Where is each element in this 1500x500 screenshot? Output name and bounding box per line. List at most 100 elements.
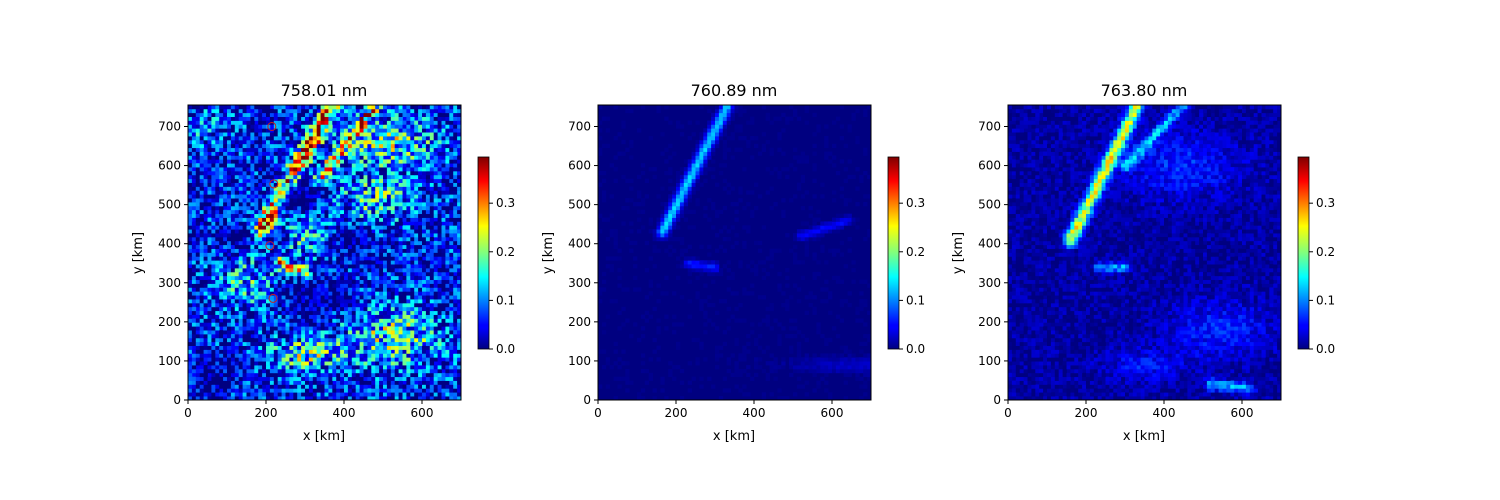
heatmap-cell xyxy=(418,124,423,129)
heatmap-cell xyxy=(203,306,208,312)
heatmap-cell xyxy=(422,372,427,378)
heatmap-cell xyxy=(273,225,279,230)
heatmap-cell xyxy=(449,205,454,211)
heatmap-cell xyxy=(457,295,462,300)
heatmap-cell xyxy=(406,120,411,125)
heatmap-cell xyxy=(457,240,462,246)
heatmap-cell xyxy=(289,124,294,129)
heatmap-cell xyxy=(227,302,232,308)
heatmap-cell xyxy=(410,198,415,203)
heatmap-cell xyxy=(320,205,325,211)
heatmap-cell xyxy=(320,279,325,284)
heatmap-cell xyxy=(449,194,454,199)
heatmap-cell xyxy=(195,330,201,335)
heatmap-cell xyxy=(359,345,364,350)
heatmap-cell xyxy=(320,322,325,327)
heatmap-cell xyxy=(269,205,275,211)
heatmap-cell xyxy=(211,345,216,350)
heatmap-cell xyxy=(215,236,220,242)
heatmap-cell xyxy=(351,213,357,218)
heatmap-cell xyxy=(425,330,431,335)
heatmap-cell xyxy=(336,357,341,362)
heatmap-cell xyxy=(398,268,403,273)
heatmap-cell xyxy=(227,353,232,358)
heatmap-cell xyxy=(355,136,360,141)
heatmap-cell xyxy=(234,310,240,315)
heatmap-cell xyxy=(277,159,282,164)
heatmap-cell xyxy=(320,198,325,203)
heatmap-cell xyxy=(262,120,267,125)
heatmap-cell xyxy=(285,248,290,253)
heatmap-cell xyxy=(312,116,318,121)
heatmap-cell xyxy=(406,128,411,133)
heatmap-cell xyxy=(379,353,384,358)
heatmap-cell xyxy=(234,240,240,246)
heatmap-cell xyxy=(344,357,349,362)
heatmap-cell xyxy=(437,112,442,117)
heatmap-cell xyxy=(238,170,243,176)
heatmap-cell xyxy=(308,318,314,323)
heatmap-cell xyxy=(269,283,275,288)
heatmap-cell xyxy=(351,198,357,203)
heatmap-cell xyxy=(453,299,458,304)
heatmap-cell xyxy=(188,368,193,374)
heatmap-cell xyxy=(332,299,337,304)
heatmap-cell xyxy=(418,396,423,401)
heatmap-cell xyxy=(273,314,279,319)
heatmap-cell xyxy=(254,221,259,226)
heatmap-cell xyxy=(336,136,341,141)
heatmap-cell xyxy=(227,275,232,281)
heatmap-cell xyxy=(266,330,271,335)
heatmap-cell xyxy=(285,279,290,284)
heatmap-cell xyxy=(266,136,271,141)
heatmap-cell xyxy=(449,202,454,207)
heatmap-cell xyxy=(449,322,454,327)
heatmap-cell xyxy=(410,368,415,374)
heatmap-cell xyxy=(234,229,240,234)
heatmap-cell xyxy=(195,372,201,378)
heatmap-cell xyxy=(398,174,403,180)
heatmap-cell xyxy=(195,120,201,125)
heatmap-cell xyxy=(383,198,388,203)
heatmap-cell xyxy=(414,174,419,180)
heatmap-cell xyxy=(188,124,193,129)
heatmap-cell xyxy=(422,128,427,133)
heatmap-cell xyxy=(219,233,224,238)
heatmap-cell xyxy=(336,279,341,284)
heatmap-cell xyxy=(340,291,345,296)
heatmap-cell xyxy=(422,240,427,246)
heatmap-cell xyxy=(266,384,271,389)
heatmap-cell xyxy=(273,155,279,160)
heatmap-cell xyxy=(266,233,271,238)
heatmap-cell xyxy=(340,322,345,327)
heatmap-cell xyxy=(266,225,271,230)
heatmap-cell xyxy=(410,124,415,129)
heatmap-cell xyxy=(429,314,435,319)
heatmap-cell xyxy=(316,143,321,149)
heatmap-cell xyxy=(230,283,236,288)
heatmap-cell xyxy=(351,357,357,362)
heatmap-cell xyxy=(297,221,302,226)
heatmap-cell xyxy=(312,186,318,191)
heatmap-cell xyxy=(394,341,399,347)
heatmap-cell xyxy=(191,264,197,269)
heatmap-cell xyxy=(305,233,310,238)
heatmap-cell xyxy=(375,128,380,133)
heatmap-cell xyxy=(191,353,197,358)
heatmap-cell xyxy=(414,295,419,300)
heatmap-cell xyxy=(269,136,275,141)
heatmap-cell xyxy=(320,186,325,191)
heatmap-cell xyxy=(394,240,399,246)
heatmap-cell xyxy=(445,178,450,183)
heatmap-cell xyxy=(285,380,290,385)
heatmap-cell xyxy=(371,302,376,308)
heatmap-cell xyxy=(406,318,411,323)
heatmap-cell xyxy=(453,376,458,381)
heatmap-cell xyxy=(211,271,216,277)
heatmap-cell xyxy=(390,392,396,397)
heatmap-cell xyxy=(422,163,427,168)
heatmap-cell xyxy=(316,357,321,362)
heatmap-cell xyxy=(301,236,306,242)
heatmap-cell xyxy=(363,170,368,176)
heatmap-cell xyxy=(371,252,376,257)
